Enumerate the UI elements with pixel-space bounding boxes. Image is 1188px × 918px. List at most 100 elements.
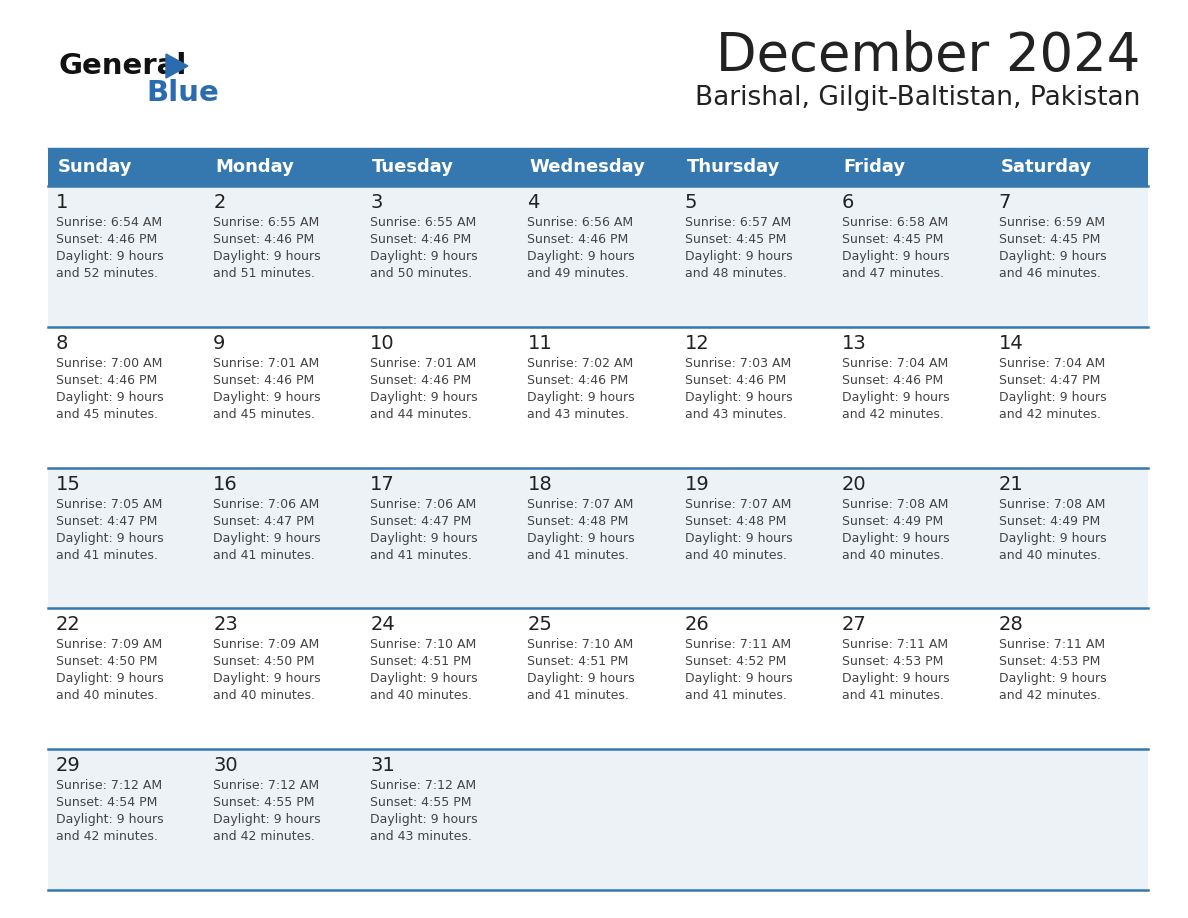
Text: 29: 29 [56, 756, 81, 775]
Text: and 42 minutes.: and 42 minutes. [213, 830, 315, 844]
Text: Daylight: 9 hours: Daylight: 9 hours [527, 250, 636, 263]
Text: 18: 18 [527, 475, 552, 494]
Text: 26: 26 [684, 615, 709, 634]
Text: Sunset: 4:55 PM: Sunset: 4:55 PM [371, 796, 472, 809]
Text: 25: 25 [527, 615, 552, 634]
FancyBboxPatch shape [48, 186, 1148, 327]
Text: Sunset: 4:48 PM: Sunset: 4:48 PM [684, 515, 786, 528]
Text: Daylight: 9 hours: Daylight: 9 hours [999, 391, 1106, 404]
Text: 4: 4 [527, 193, 539, 212]
Text: Sunrise: 7:09 AM: Sunrise: 7:09 AM [213, 638, 320, 652]
Text: and 42 minutes.: and 42 minutes. [999, 408, 1101, 420]
Text: Sunrise: 6:57 AM: Sunrise: 6:57 AM [684, 216, 791, 229]
Text: Daylight: 9 hours: Daylight: 9 hours [684, 391, 792, 404]
Text: Sunset: 4:49 PM: Sunset: 4:49 PM [842, 515, 943, 528]
Text: and 51 minutes.: and 51 minutes. [213, 267, 315, 280]
Text: Daylight: 9 hours: Daylight: 9 hours [56, 250, 164, 263]
Text: 8: 8 [56, 334, 69, 353]
Text: and 44 minutes.: and 44 minutes. [371, 408, 472, 420]
Text: Sunset: 4:46 PM: Sunset: 4:46 PM [56, 374, 157, 386]
Text: Daylight: 9 hours: Daylight: 9 hours [371, 813, 478, 826]
Text: Daylight: 9 hours: Daylight: 9 hours [56, 391, 164, 404]
FancyBboxPatch shape [991, 148, 1148, 186]
FancyBboxPatch shape [48, 609, 1148, 749]
Text: Saturday: Saturday [1000, 158, 1092, 176]
Text: and 40 minutes.: and 40 minutes. [684, 549, 786, 562]
Text: Sunset: 4:53 PM: Sunset: 4:53 PM [842, 655, 943, 668]
Text: 9: 9 [213, 334, 226, 353]
FancyBboxPatch shape [48, 467, 1148, 609]
Text: 16: 16 [213, 475, 238, 494]
Text: Sunrise: 6:55 AM: Sunrise: 6:55 AM [371, 216, 476, 229]
Text: Sunset: 4:53 PM: Sunset: 4:53 PM [999, 655, 1100, 668]
Text: 1: 1 [56, 193, 69, 212]
Text: Monday: Monday [215, 158, 293, 176]
Text: Sunrise: 7:11 AM: Sunrise: 7:11 AM [684, 638, 791, 652]
Text: Sunrise: 7:07 AM: Sunrise: 7:07 AM [527, 498, 634, 510]
Text: Sunset: 4:47 PM: Sunset: 4:47 PM [56, 515, 157, 528]
Text: and 41 minutes.: and 41 minutes. [527, 689, 630, 702]
Text: Sunset: 4:46 PM: Sunset: 4:46 PM [684, 374, 785, 386]
Text: Sunset: 4:45 PM: Sunset: 4:45 PM [684, 233, 786, 246]
FancyBboxPatch shape [834, 148, 991, 186]
Text: 7: 7 [999, 193, 1011, 212]
Text: Wednesday: Wednesday [530, 158, 645, 176]
Text: Daylight: 9 hours: Daylight: 9 hours [999, 532, 1106, 544]
Text: Sunset: 4:54 PM: Sunset: 4:54 PM [56, 796, 157, 809]
FancyBboxPatch shape [48, 749, 1148, 890]
Text: 14: 14 [999, 334, 1024, 353]
Text: and 41 minutes.: and 41 minutes. [842, 689, 943, 702]
Text: Sunrise: 6:55 AM: Sunrise: 6:55 AM [213, 216, 320, 229]
Text: 21: 21 [999, 475, 1024, 494]
Text: and 42 minutes.: and 42 minutes. [999, 689, 1101, 702]
Text: Daylight: 9 hours: Daylight: 9 hours [684, 672, 792, 686]
Text: Sunrise: 7:11 AM: Sunrise: 7:11 AM [842, 638, 948, 652]
Text: 23: 23 [213, 615, 238, 634]
Text: Sunrise: 6:58 AM: Sunrise: 6:58 AM [842, 216, 948, 229]
Text: and 45 minutes.: and 45 minutes. [213, 408, 315, 420]
Text: Sunrise: 7:04 AM: Sunrise: 7:04 AM [842, 357, 948, 370]
Text: Sunset: 4:46 PM: Sunset: 4:46 PM [527, 233, 628, 246]
FancyBboxPatch shape [362, 148, 519, 186]
Text: Tuesday: Tuesday [372, 158, 454, 176]
Text: Daylight: 9 hours: Daylight: 9 hours [213, 250, 321, 263]
Text: 22: 22 [56, 615, 81, 634]
FancyBboxPatch shape [206, 148, 362, 186]
Text: and 43 minutes.: and 43 minutes. [527, 408, 630, 420]
Text: Sunrise: 7:07 AM: Sunrise: 7:07 AM [684, 498, 791, 510]
Text: and 40 minutes.: and 40 minutes. [56, 689, 158, 702]
Text: Daylight: 9 hours: Daylight: 9 hours [999, 672, 1106, 686]
Text: Daylight: 9 hours: Daylight: 9 hours [56, 813, 164, 826]
Text: Sunrise: 7:10 AM: Sunrise: 7:10 AM [527, 638, 633, 652]
Text: Daylight: 9 hours: Daylight: 9 hours [527, 672, 636, 686]
FancyBboxPatch shape [677, 148, 834, 186]
Text: and 42 minutes.: and 42 minutes. [842, 408, 943, 420]
Text: and 49 minutes.: and 49 minutes. [527, 267, 630, 280]
Text: and 43 minutes.: and 43 minutes. [684, 408, 786, 420]
Text: Daylight: 9 hours: Daylight: 9 hours [842, 250, 949, 263]
Text: Sunrise: 6:56 AM: Sunrise: 6:56 AM [527, 216, 633, 229]
Text: Daylight: 9 hours: Daylight: 9 hours [527, 391, 636, 404]
Text: Sunday: Sunday [58, 158, 133, 176]
Text: Sunset: 4:46 PM: Sunset: 4:46 PM [371, 374, 472, 386]
Text: Sunset: 4:52 PM: Sunset: 4:52 PM [684, 655, 786, 668]
Text: and 52 minutes.: and 52 minutes. [56, 267, 158, 280]
Text: Sunset: 4:46 PM: Sunset: 4:46 PM [56, 233, 157, 246]
Text: Sunset: 4:45 PM: Sunset: 4:45 PM [999, 233, 1100, 246]
Text: 15: 15 [56, 475, 81, 494]
FancyBboxPatch shape [48, 327, 1148, 467]
Text: Sunset: 4:46 PM: Sunset: 4:46 PM [371, 233, 472, 246]
Text: Sunrise: 6:54 AM: Sunrise: 6:54 AM [56, 216, 162, 229]
Text: Daylight: 9 hours: Daylight: 9 hours [684, 250, 792, 263]
Text: Sunrise: 7:09 AM: Sunrise: 7:09 AM [56, 638, 163, 652]
Text: Daylight: 9 hours: Daylight: 9 hours [371, 391, 478, 404]
Text: Thursday: Thursday [687, 158, 781, 176]
Text: and 40 minutes.: and 40 minutes. [213, 689, 315, 702]
Text: 20: 20 [842, 475, 866, 494]
Text: Daylight: 9 hours: Daylight: 9 hours [213, 391, 321, 404]
Text: and 47 minutes.: and 47 minutes. [842, 267, 943, 280]
Text: Sunrise: 7:12 AM: Sunrise: 7:12 AM [371, 779, 476, 792]
Text: Daylight: 9 hours: Daylight: 9 hours [842, 672, 949, 686]
Text: Sunrise: 6:59 AM: Sunrise: 6:59 AM [999, 216, 1105, 229]
Text: December 2024: December 2024 [715, 30, 1140, 82]
